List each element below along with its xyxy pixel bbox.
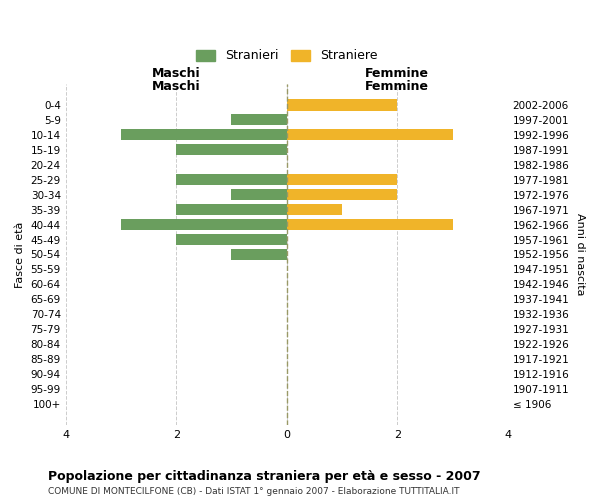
Bar [121, 219, 287, 230]
Text: Maschi: Maschi [152, 80, 200, 93]
Text: Femmine: Femmine [365, 80, 429, 93]
Bar [287, 129, 452, 140]
Bar [176, 144, 287, 156]
Bar [232, 249, 287, 260]
Text: Maschi: Maschi [152, 68, 200, 80]
Bar [232, 189, 287, 200]
Bar [287, 219, 452, 230]
Text: Popolazione per cittadinanza straniera per età e sesso - 2007: Popolazione per cittadinanza straniera p… [48, 470, 481, 483]
Bar [287, 100, 397, 110]
Bar [176, 174, 287, 186]
Text: Femmine: Femmine [365, 68, 429, 80]
Text: COMUNE DI MONTECILFONE (CB) - Dati ISTAT 1° gennaio 2007 - Elaborazione TUTTITAL: COMUNE DI MONTECILFONE (CB) - Dati ISTAT… [48, 488, 460, 496]
Legend: Stranieri, Straniere: Stranieri, Straniere [193, 46, 381, 66]
Bar [287, 189, 397, 200]
Bar [287, 204, 342, 215]
Bar [232, 114, 287, 126]
Y-axis label: Fasce di età: Fasce di età [15, 222, 25, 288]
Bar [121, 129, 287, 140]
Bar [287, 174, 397, 186]
Bar [176, 234, 287, 245]
Y-axis label: Anni di nascita: Anni di nascita [575, 213, 585, 296]
Bar [176, 204, 287, 215]
